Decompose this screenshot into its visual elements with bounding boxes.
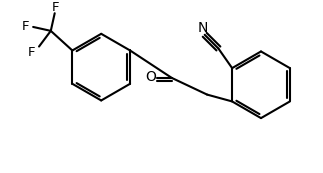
Text: F: F — [27, 46, 35, 59]
Text: F: F — [22, 20, 29, 33]
Text: O: O — [145, 70, 156, 84]
Text: N: N — [198, 21, 208, 35]
Text: F: F — [52, 1, 59, 14]
